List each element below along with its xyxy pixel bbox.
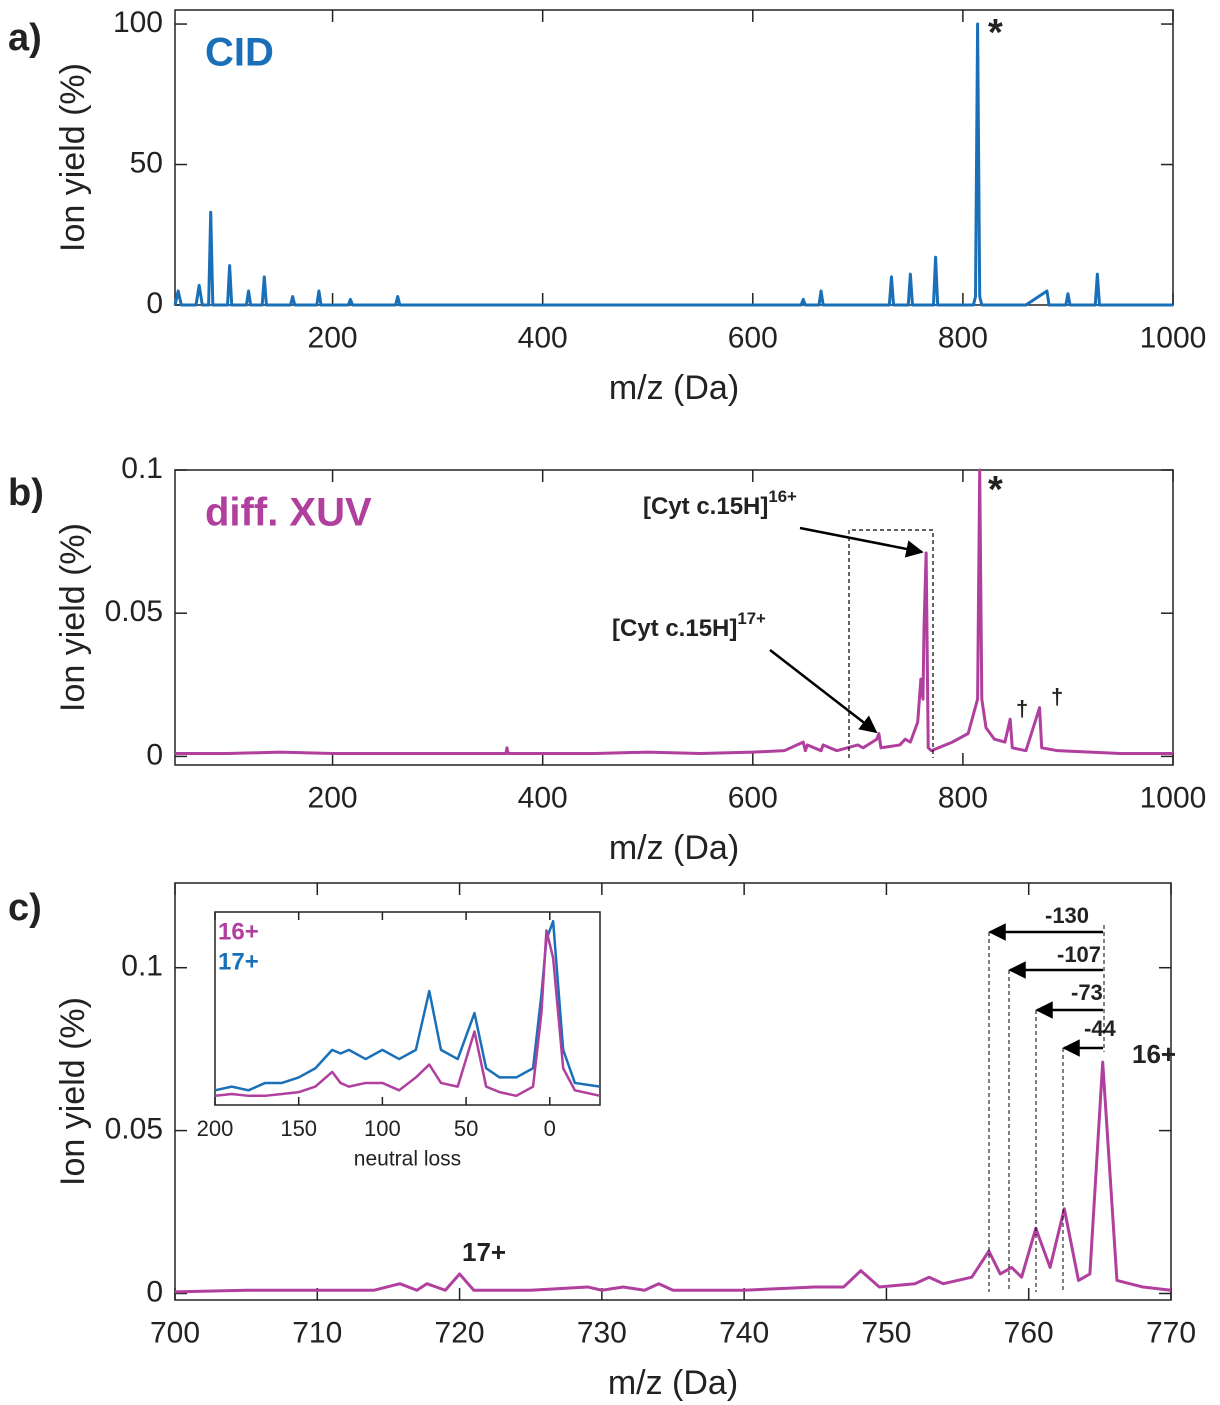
x-tick-label: 0 — [544, 1116, 556, 1141]
y-tick-label: 0.1 — [121, 950, 163, 983]
arrow — [799, 526, 924, 558]
annotation: 17+ — [462, 1237, 506, 1267]
annotation-text: 16+ — [1132, 1039, 1176, 1069]
annotation: [Cyt c.15H]16+ — [643, 487, 797, 520]
panel-label: b) — [8, 472, 44, 514]
x-tick-label: 600 — [728, 321, 778, 354]
annotation: -130 — [1045, 903, 1089, 928]
x-axis-label: m/z (Da) — [609, 829, 739, 867]
x-tick-label: 1000 — [1140, 781, 1207, 814]
x-tick-label: 710 — [292, 1316, 342, 1349]
y-tick-label: 100 — [113, 6, 163, 39]
y-axis-label: Ion yield (%) — [54, 63, 92, 252]
x-tick-label: 720 — [435, 1316, 485, 1349]
legend-label: 16+ — [218, 918, 259, 945]
x-tick-label: 800 — [938, 321, 988, 354]
zoom-box — [848, 529, 934, 758]
x-axis-label: neutral loss — [354, 1148, 461, 1171]
spectrum-line — [214, 929, 601, 1098]
x-tick-label: 150 — [280, 1116, 317, 1141]
panel-label: a) — [8, 17, 42, 59]
legend-label: diff. XUV — [205, 491, 372, 535]
legend-label: 17+ — [218, 948, 259, 975]
y-tick-label: 0 — [146, 738, 163, 771]
annotation-text: -107 — [1057, 942, 1101, 967]
y-axis-label: Ion yield (%) — [54, 997, 92, 1186]
annotation-text: [Cyt c.15H] — [643, 493, 768, 520]
annotation-text: -130 — [1045, 903, 1089, 928]
annotation-text: [Cyt c.15H] — [612, 615, 737, 642]
annotation: * — [988, 469, 1003, 511]
y-tick-label: 0.1 — [121, 452, 163, 485]
x-tick-label: 200 — [308, 781, 358, 814]
annotation-superscript: 16+ — [768, 487, 797, 506]
spectrum-line — [175, 468, 1173, 756]
x-tick-label: 50 — [454, 1116, 478, 1141]
annotation: [Cyt c.15H]17+ — [612, 609, 766, 642]
annotation: * — [988, 12, 1003, 54]
plot-area — [174, 469, 1174, 766]
annotation-text: * — [988, 469, 1003, 511]
x-tick-label: 700 — [150, 1316, 200, 1349]
x-axis-label: m/z (Da) — [609, 369, 739, 407]
x-tick-label: 400 — [518, 781, 568, 814]
y-tick-label: 0.05 — [105, 1113, 163, 1146]
spectrum-line — [173, 22, 1173, 307]
x-tick-label: 200 — [308, 321, 358, 354]
x-tick-label: 200 — [197, 1116, 234, 1141]
annotation-text: † — [1051, 684, 1063, 709]
annotation: † — [1051, 684, 1063, 709]
x-tick-label: 750 — [861, 1316, 911, 1349]
annotation: † — [1016, 696, 1028, 721]
x-tick-label: 400 — [518, 321, 568, 354]
panel-label: c) — [8, 887, 42, 929]
x-tick-label: 760 — [1004, 1316, 1054, 1349]
annotation-text: 17+ — [462, 1237, 506, 1267]
arrow — [769, 649, 878, 734]
y-axis-label: Ion yield (%) — [54, 523, 92, 712]
annotation-superscript: 17+ — [737, 609, 766, 628]
annotation-text: * — [988, 12, 1003, 54]
annotation: -44 — [1084, 1016, 1117, 1041]
plot-area — [174, 9, 1174, 306]
y-tick-label: 0.05 — [105, 595, 163, 628]
x-tick-label: 730 — [577, 1316, 627, 1349]
y-tick-label: 0 — [146, 287, 163, 320]
x-tick-label: 1000 — [1140, 321, 1207, 354]
x-tick-label: 800 — [938, 781, 988, 814]
legend-label: CID — [205, 31, 274, 75]
annotation: -107 — [1057, 942, 1101, 967]
y-tick-label: 0 — [146, 1275, 163, 1308]
annotation-text: † — [1016, 696, 1028, 721]
x-tick-label: 740 — [719, 1316, 769, 1349]
annotation: 16+ — [1132, 1039, 1176, 1069]
x-tick-label: 100 — [364, 1116, 401, 1141]
x-tick-label: 770 — [1146, 1316, 1196, 1349]
x-tick-label: 600 — [728, 781, 778, 814]
y-tick-label: 50 — [130, 146, 163, 179]
annotation: -73 — [1071, 980, 1103, 1005]
annotation-text: -44 — [1084, 1016, 1117, 1041]
x-axis-label: m/z (Da) — [608, 1364, 738, 1402]
spectrum-line — [174, 1060, 1172, 1294]
annotation-text: -73 — [1071, 980, 1103, 1005]
